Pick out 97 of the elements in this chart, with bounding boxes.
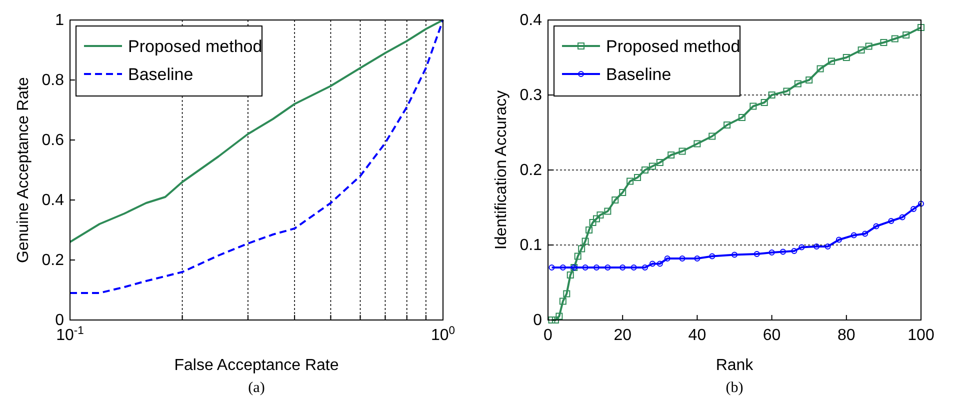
x-axis-title: False Acceptance Rate: [174, 357, 339, 374]
x-tick-label: 100: [908, 327, 934, 344]
point: [649, 260, 656, 267]
point: [798, 244, 805, 250]
point: [620, 264, 626, 270]
point: [780, 248, 786, 255]
point: [865, 42, 872, 50]
y-tick-label: 0.4: [520, 12, 542, 29]
point: [760, 99, 768, 106]
y-tick-label: 1: [55, 12, 64, 29]
point: [891, 35, 898, 42]
point: [816, 65, 824, 72]
text: (b): [726, 380, 744, 396]
point: [574, 252, 582, 260]
point: [899, 214, 906, 220]
point: [596, 212, 604, 218]
point: [619, 189, 626, 196]
point: [708, 132, 716, 140]
point: [582, 238, 589, 245]
y-tick-label: 0.8: [42, 72, 64, 89]
point: [678, 148, 686, 155]
point: [668, 152, 675, 158]
y-tick-label: 0.4: [42, 192, 64, 209]
point: [586, 226, 593, 234]
point: [563, 290, 570, 298]
point: [738, 114, 746, 121]
point: [589, 219, 596, 226]
point: [604, 208, 612, 215]
point: [593, 264, 600, 270]
point: [828, 58, 835, 65]
y-tick-label: 0.2: [520, 162, 542, 179]
y-axis-title: Identification Accuracy: [493, 90, 510, 250]
point: [560, 264, 566, 270]
point: [664, 256, 670, 262]
x-tick-label: 20: [614, 327, 632, 344]
point: [694, 256, 700, 262]
legend-label: Baseline: [606, 65, 672, 84]
point: [806, 76, 813, 84]
point: [902, 32, 910, 38]
point: [641, 166, 648, 174]
point: [634, 174, 642, 181]
point: [578, 245, 586, 252]
point: [679, 256, 686, 262]
point: [918, 24, 924, 31]
point: [626, 178, 634, 185]
y-axis-title: Genuine Acceptance Rate: [15, 76, 32, 263]
point: [754, 251, 760, 257]
point: [612, 196, 619, 204]
point: [548, 264, 555, 270]
point: [918, 200, 924, 207]
y-tick-label: 0.3: [520, 87, 542, 104]
text: (a): [248, 380, 265, 396]
point: [888, 218, 894, 224]
x-axis-title: Rank: [716, 357, 754, 374]
point: [850, 232, 857, 238]
x-tick-label: 10$^{0}$: [430, 325, 456, 344]
legend-label: Proposed method: [606, 37, 740, 56]
point: [836, 236, 842, 243]
point: [794, 80, 802, 88]
legend-label: Proposed method: [128, 37, 262, 56]
point: [842, 54, 850, 61]
point: [709, 253, 716, 260]
point: [750, 102, 757, 110]
point: [694, 140, 701, 148]
legend-label: Baseline: [128, 65, 194, 84]
y-tick-label: 0: [533, 312, 542, 329]
point: [592, 215, 600, 222]
y-tick-label: 0.2: [42, 252, 64, 269]
x-tick-label: 80: [838, 327, 856, 344]
y-tick-label: 0.6: [42, 132, 64, 149]
point: [814, 244, 820, 250]
x-tick-label: 40: [688, 327, 706, 344]
point: [858, 46, 865, 54]
x-tick-label: 60: [762, 327, 781, 344]
point: [768, 250, 775, 256]
point: [630, 264, 637, 270]
point: [604, 264, 611, 270]
point: [556, 312, 563, 320]
y-tick-label: 0.1: [520, 237, 542, 254]
point: [642, 264, 648, 270]
x-tick-label: 0: [544, 327, 553, 344]
point: [910, 206, 917, 212]
point: [648, 162, 656, 170]
point: [656, 260, 663, 267]
point: [724, 122, 731, 128]
point: [880, 39, 888, 46]
point: [582, 264, 588, 270]
point: [824, 244, 831, 250]
point: [873, 223, 880, 230]
point: [732, 252, 738, 258]
point: [791, 248, 798, 254]
point: [783, 88, 790, 95]
point: [768, 92, 776, 98]
point: [862, 230, 868, 237]
point: [566, 272, 574, 278]
point: [656, 159, 664, 166]
point: [559, 298, 566, 305]
